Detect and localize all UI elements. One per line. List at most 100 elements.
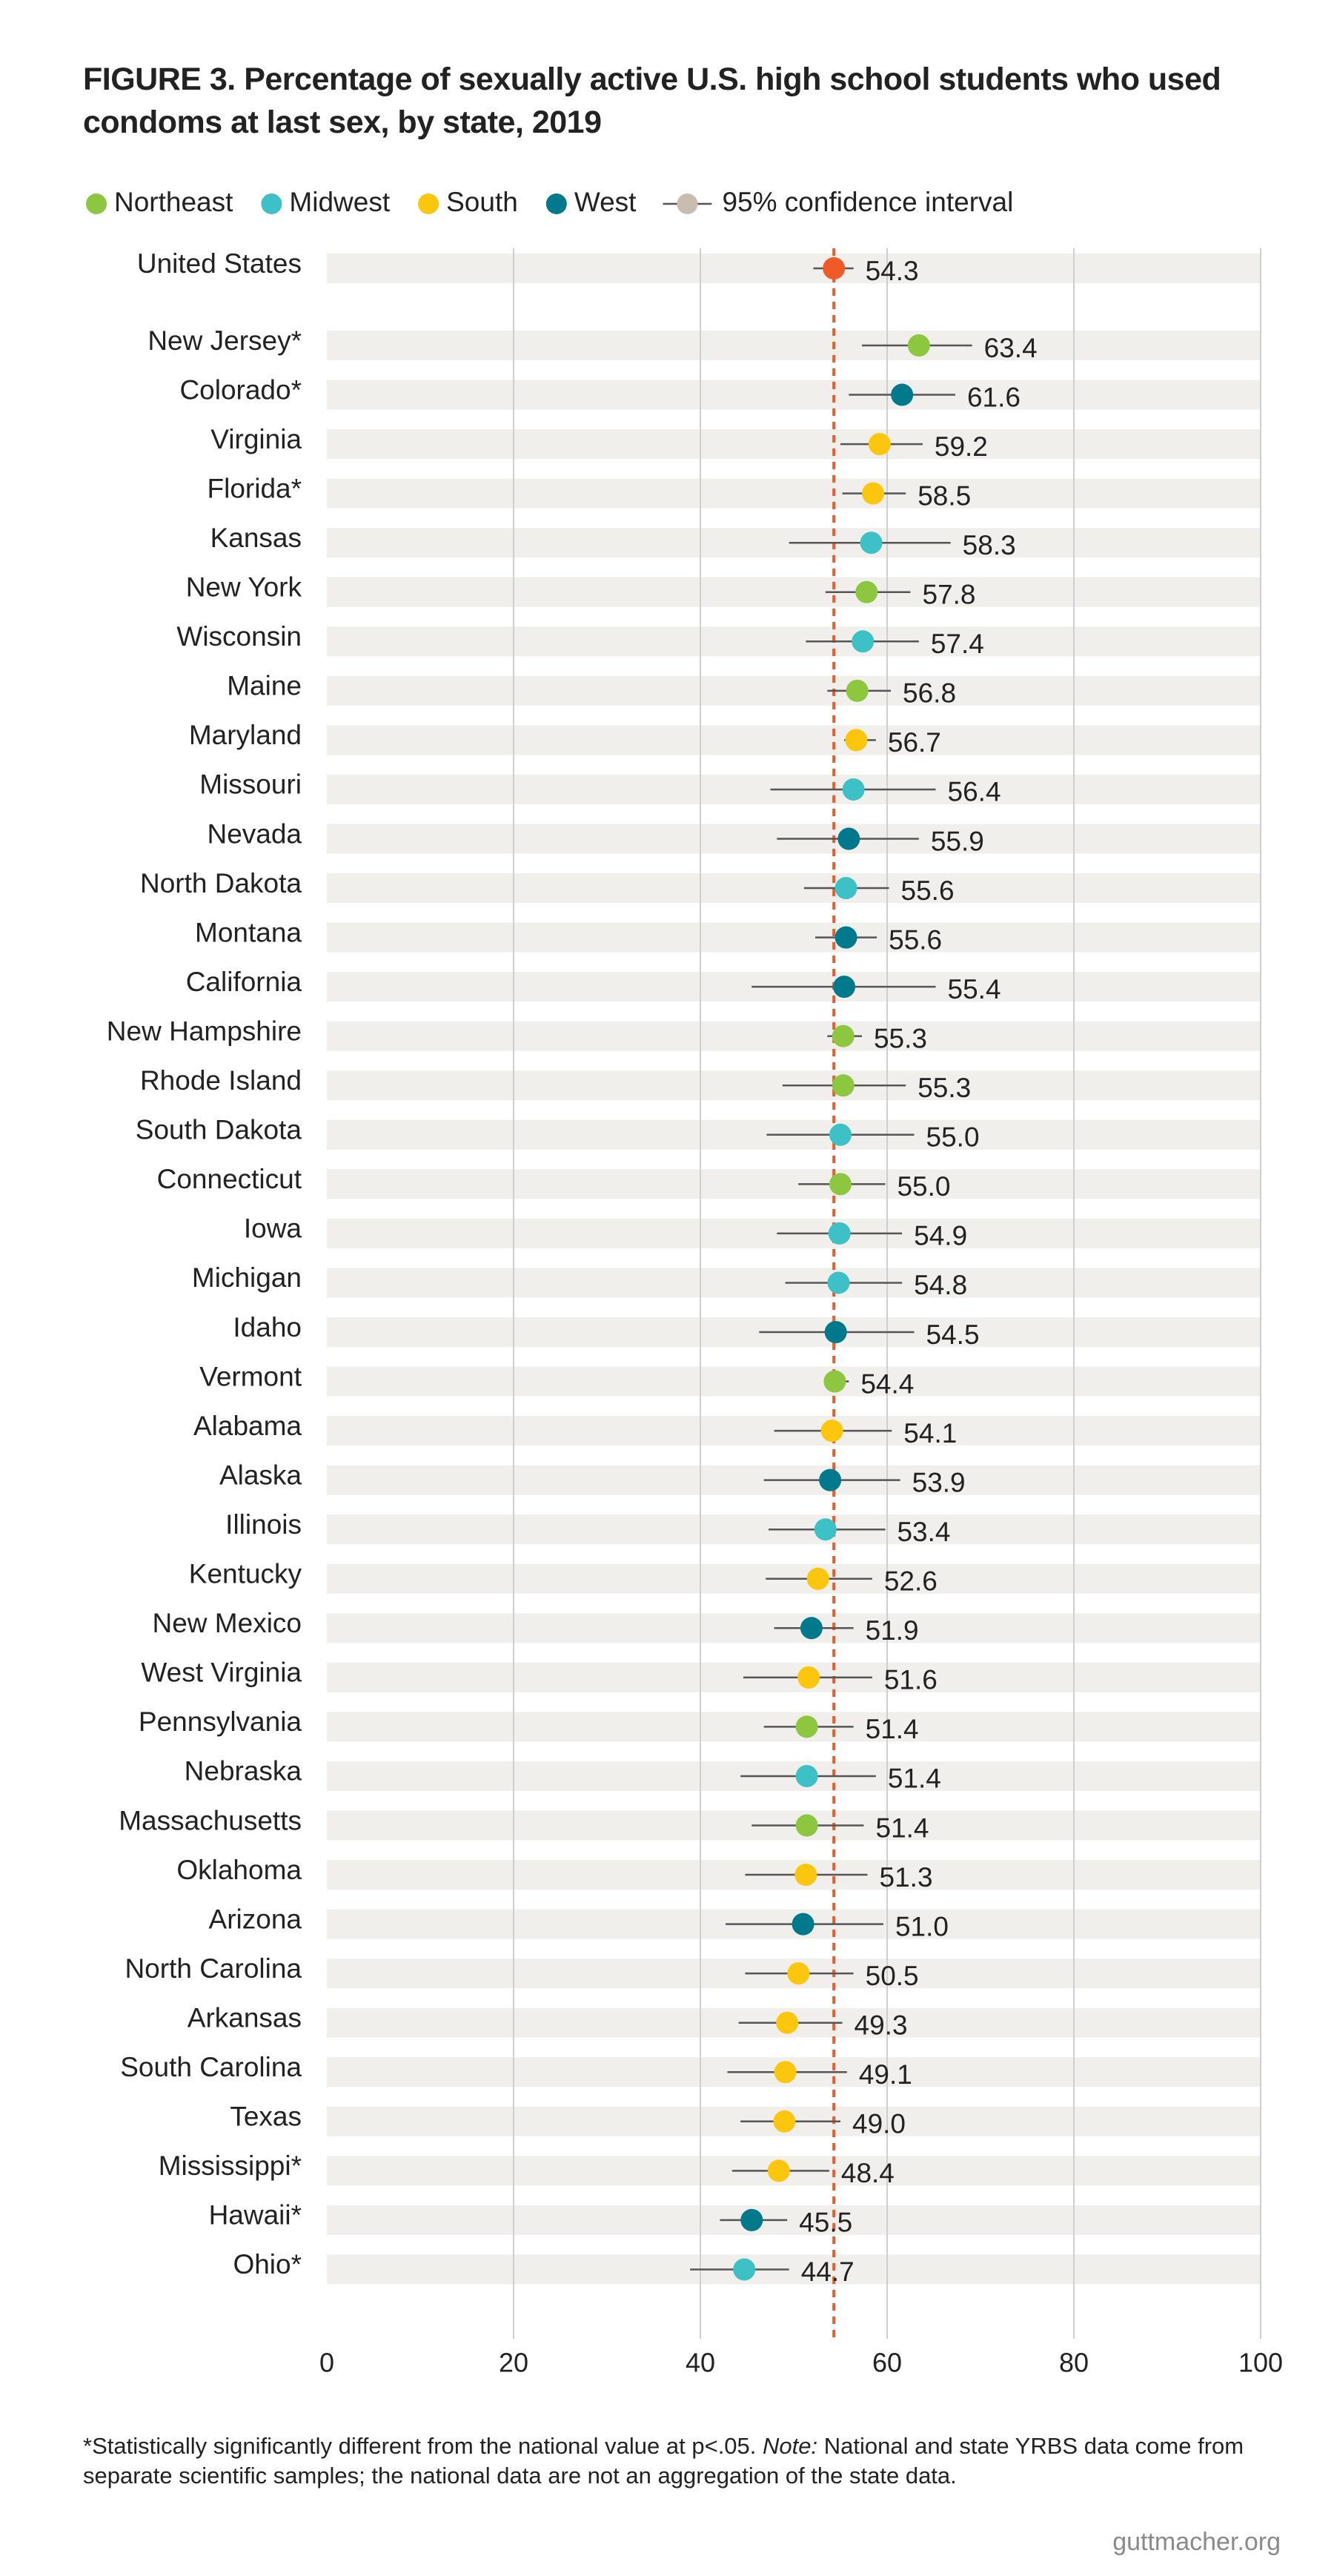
category-label: Montana xyxy=(195,917,302,947)
category-label: Kentucky xyxy=(189,1559,302,1589)
category-label: Rhode Island xyxy=(140,1065,302,1096)
category-label: Alabama xyxy=(193,1411,302,1441)
category-label: Missouri xyxy=(199,769,302,800)
dot xyxy=(819,1469,842,1491)
value-label: 50.5 xyxy=(866,1961,919,1991)
row-band xyxy=(327,1169,1261,1199)
row-band xyxy=(327,478,1261,509)
x-tick-label: 20 xyxy=(499,2348,528,2378)
value-label: 54.4 xyxy=(860,1368,914,1399)
value-label: 53.4 xyxy=(897,1517,950,1547)
category-label: New Hampshire xyxy=(107,1016,302,1046)
dot xyxy=(740,2208,763,2231)
row-band xyxy=(327,331,1261,360)
footnote-text: National and state YRBS data come from s… xyxy=(83,2433,1244,2489)
category-label: Maine xyxy=(227,671,302,701)
row-band xyxy=(327,922,1261,953)
x-tick-label: 100 xyxy=(1238,2348,1283,2378)
dot xyxy=(891,383,914,406)
legend-swatch xyxy=(418,193,439,214)
category-label: Ohio* xyxy=(233,2249,302,2279)
dot xyxy=(800,1617,823,1640)
dot xyxy=(846,679,869,702)
row-band xyxy=(327,380,1261,410)
dot xyxy=(820,1420,843,1443)
legend-label: 95% confidence interval xyxy=(722,187,1013,217)
value-label: 54.1 xyxy=(903,1418,957,1448)
dot xyxy=(795,1715,818,1738)
category-label: Texas xyxy=(230,2102,302,2132)
value-label: 54.3 xyxy=(866,256,919,286)
legend-label: West xyxy=(574,187,637,217)
category-label: Michigan xyxy=(192,1262,302,1293)
category-label: Maryland xyxy=(189,720,302,750)
category-label: New Jersey* xyxy=(147,325,302,356)
category-label: Pennsylvania xyxy=(139,1706,302,1737)
value-label: 55.6 xyxy=(901,875,955,906)
value-label: 55.9 xyxy=(931,826,984,856)
value-label: 61.6 xyxy=(967,382,1021,412)
dot xyxy=(855,580,878,603)
dot xyxy=(795,1764,818,1787)
value-label: 57.8 xyxy=(923,580,976,610)
row-band xyxy=(327,429,1261,460)
dot xyxy=(829,1173,852,1196)
dot xyxy=(794,1864,817,1887)
value-label: 51.0 xyxy=(895,1911,949,1941)
category-label: Alaska xyxy=(219,1460,302,1490)
row-band xyxy=(327,1366,1261,1397)
dot xyxy=(834,926,857,949)
category-label: North Dakota xyxy=(140,868,302,898)
category-label: Arizona xyxy=(209,1904,302,1934)
dot xyxy=(828,1222,851,1245)
dot xyxy=(834,877,857,900)
dot xyxy=(774,2061,797,2084)
value-label: 51.4 xyxy=(888,1764,941,1794)
footnote-note: Note: xyxy=(763,2433,818,2459)
category-label: Nevada xyxy=(207,818,302,849)
x-tick-label: 80 xyxy=(1059,2348,1089,2378)
row-band xyxy=(327,2205,1261,2235)
dot xyxy=(833,976,856,999)
dot xyxy=(795,1814,818,1837)
dot xyxy=(827,1271,850,1294)
category-label: Hawaii* xyxy=(209,2200,302,2231)
chart-title: FIGURE 3. Percentage of sexually active … xyxy=(83,62,1221,140)
value-label: 44.7 xyxy=(801,2257,855,2287)
dot xyxy=(868,433,891,456)
value-label: 55.0 xyxy=(926,1122,980,1153)
dot xyxy=(773,2110,796,2133)
dot xyxy=(860,532,883,554)
category-label: Idaho xyxy=(233,1312,302,1342)
dot xyxy=(792,1913,814,1936)
category-label: Vermont xyxy=(199,1361,302,1391)
dot xyxy=(852,630,875,653)
row-band xyxy=(327,725,1261,755)
dot xyxy=(733,2258,756,2281)
x-tick-label: 60 xyxy=(872,2348,902,2378)
category-label: North Carolina xyxy=(125,1953,302,1984)
value-label: 55.3 xyxy=(917,1073,971,1103)
value-label: 55.4 xyxy=(948,974,1001,1004)
dot xyxy=(814,1518,837,1541)
footnote: *Statistically significantly different f… xyxy=(83,2431,1284,2491)
category-label: Mississippi* xyxy=(159,2150,302,2181)
legend-label: Northeast xyxy=(114,187,233,217)
value-label: 58.3 xyxy=(963,530,1016,560)
value-label: 56.7 xyxy=(888,727,941,758)
dot xyxy=(787,1962,810,1985)
value-label: 56.4 xyxy=(948,777,1001,807)
value-label: 49.0 xyxy=(852,2109,906,2139)
dot xyxy=(832,1074,855,1097)
value-label: 51.9 xyxy=(866,1615,919,1646)
category-label: Virginia xyxy=(210,424,302,454)
footnote-text: *Statistically significantly different f… xyxy=(83,2433,763,2459)
category-label: West Virginia xyxy=(141,1658,302,1688)
value-label: 51.4 xyxy=(866,1714,919,1744)
row-band xyxy=(327,873,1261,904)
category-label: South Dakota xyxy=(136,1115,302,1145)
value-label: 53.9 xyxy=(912,1467,966,1497)
legend-ci-dot xyxy=(677,193,698,214)
value-label: 54.9 xyxy=(914,1221,967,1251)
